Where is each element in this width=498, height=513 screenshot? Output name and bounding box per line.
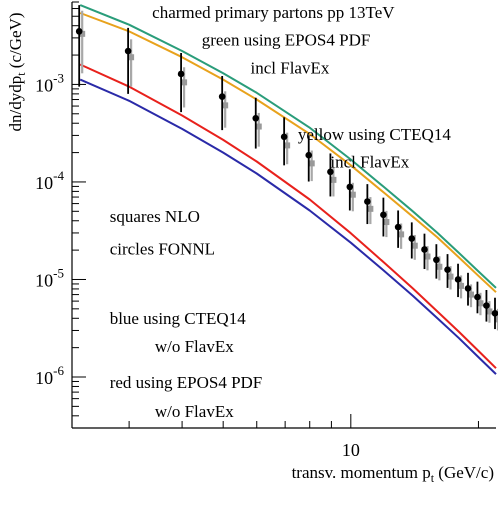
fonll-circle bbox=[454, 276, 462, 283]
fonll-circle bbox=[305, 151, 313, 159]
nlo-square bbox=[128, 54, 135, 61]
fonll-circle bbox=[394, 223, 402, 231]
nlo-square bbox=[436, 263, 443, 270]
nlo-square bbox=[486, 308, 493, 315]
nlo-square bbox=[495, 316, 498, 323]
x-axis-label: transv. momentum pt (GeV/c) bbox=[292, 463, 494, 485]
fonll-circle bbox=[364, 198, 371, 205]
annotation-9: red using EPOS4 PDF bbox=[110, 373, 263, 392]
axes bbox=[71, 1, 496, 429]
series-line-1 bbox=[79, 12, 497, 293]
nlo-square bbox=[383, 219, 390, 226]
nlo-square bbox=[255, 123, 262, 130]
annotation-1: green using EPOS4 PDF bbox=[202, 31, 371, 50]
nlo-square bbox=[284, 142, 291, 149]
data-points bbox=[75, 5, 498, 331]
fonll-circle bbox=[346, 183, 354, 191]
fonll-circle bbox=[464, 285, 472, 292]
series-lines bbox=[79, 4, 497, 375]
annotation-4: incl FlavEx bbox=[330, 153, 409, 172]
fonll-circle bbox=[444, 266, 451, 273]
nlo-square bbox=[398, 231, 405, 238]
fonll-circle bbox=[75, 28, 83, 35]
fonll-circle bbox=[177, 70, 185, 78]
y-tick-label: 10-5 bbox=[35, 265, 64, 290]
fonll-circle bbox=[380, 211, 387, 219]
y-tick-label: 10-6 bbox=[35, 363, 64, 388]
nlo-square bbox=[411, 242, 418, 249]
fonll-circle bbox=[421, 246, 428, 253]
nlo-square bbox=[367, 205, 374, 212]
nlo-square bbox=[308, 160, 315, 167]
fonll-circle bbox=[218, 93, 226, 100]
fonll-circle bbox=[474, 293, 481, 301]
nlo-square bbox=[468, 291, 475, 298]
annotation-0: charmed primary partons pp 13TeV bbox=[152, 3, 395, 22]
fonll-circle bbox=[491, 309, 498, 317]
annotation-3: yellow using CTEQ14 bbox=[298, 125, 451, 144]
nlo-square bbox=[447, 273, 454, 280]
series-line-2 bbox=[79, 63, 497, 369]
annotation-6: circles FONNL bbox=[110, 240, 215, 259]
tick-labels: 10-3 10-4 10-5 10-6 10 bbox=[35, 70, 360, 460]
x-tick-label: 10 bbox=[342, 440, 360, 460]
annotation-10: w/o FlavEx bbox=[155, 402, 234, 421]
nlo-square bbox=[424, 253, 431, 260]
annotation-2: incl FlavEx bbox=[251, 58, 330, 77]
annotation-8: w/o FlavEx bbox=[155, 337, 234, 356]
annotation-5: squares NLO bbox=[110, 207, 200, 226]
fonll-circle bbox=[408, 235, 416, 242]
nlo-square bbox=[458, 282, 465, 289]
fonll-circle bbox=[252, 114, 260, 122]
nlo-square bbox=[330, 176, 337, 183]
series-line-3 bbox=[79, 78, 497, 375]
nlo-square bbox=[222, 102, 229, 109]
fonll-circle bbox=[433, 256, 440, 264]
fonll-circle bbox=[124, 47, 132, 55]
nlo-square bbox=[79, 30, 86, 37]
annotations: charmed primary partons pp 13TeV green us… bbox=[110, 3, 452, 421]
annotation-7: blue using CTEQ14 bbox=[110, 309, 246, 328]
y-tick-label: 10-4 bbox=[35, 168, 64, 193]
nlo-square bbox=[349, 191, 356, 198]
fonll-circle bbox=[280, 133, 288, 141]
fonll-circle bbox=[483, 302, 490, 309]
axis-labels: transv. momentum pt (GeV/c) dn/dydpt (c/G… bbox=[6, 12, 494, 485]
y-axis-label: dn/dydpt (c/GeV) bbox=[6, 12, 28, 131]
fonll-circle bbox=[327, 168, 334, 176]
nlo-square bbox=[477, 300, 484, 307]
nlo-square bbox=[181, 79, 188, 86]
y-tick-label: 10-3 bbox=[35, 70, 64, 95]
series-line-0 bbox=[79, 4, 497, 289]
